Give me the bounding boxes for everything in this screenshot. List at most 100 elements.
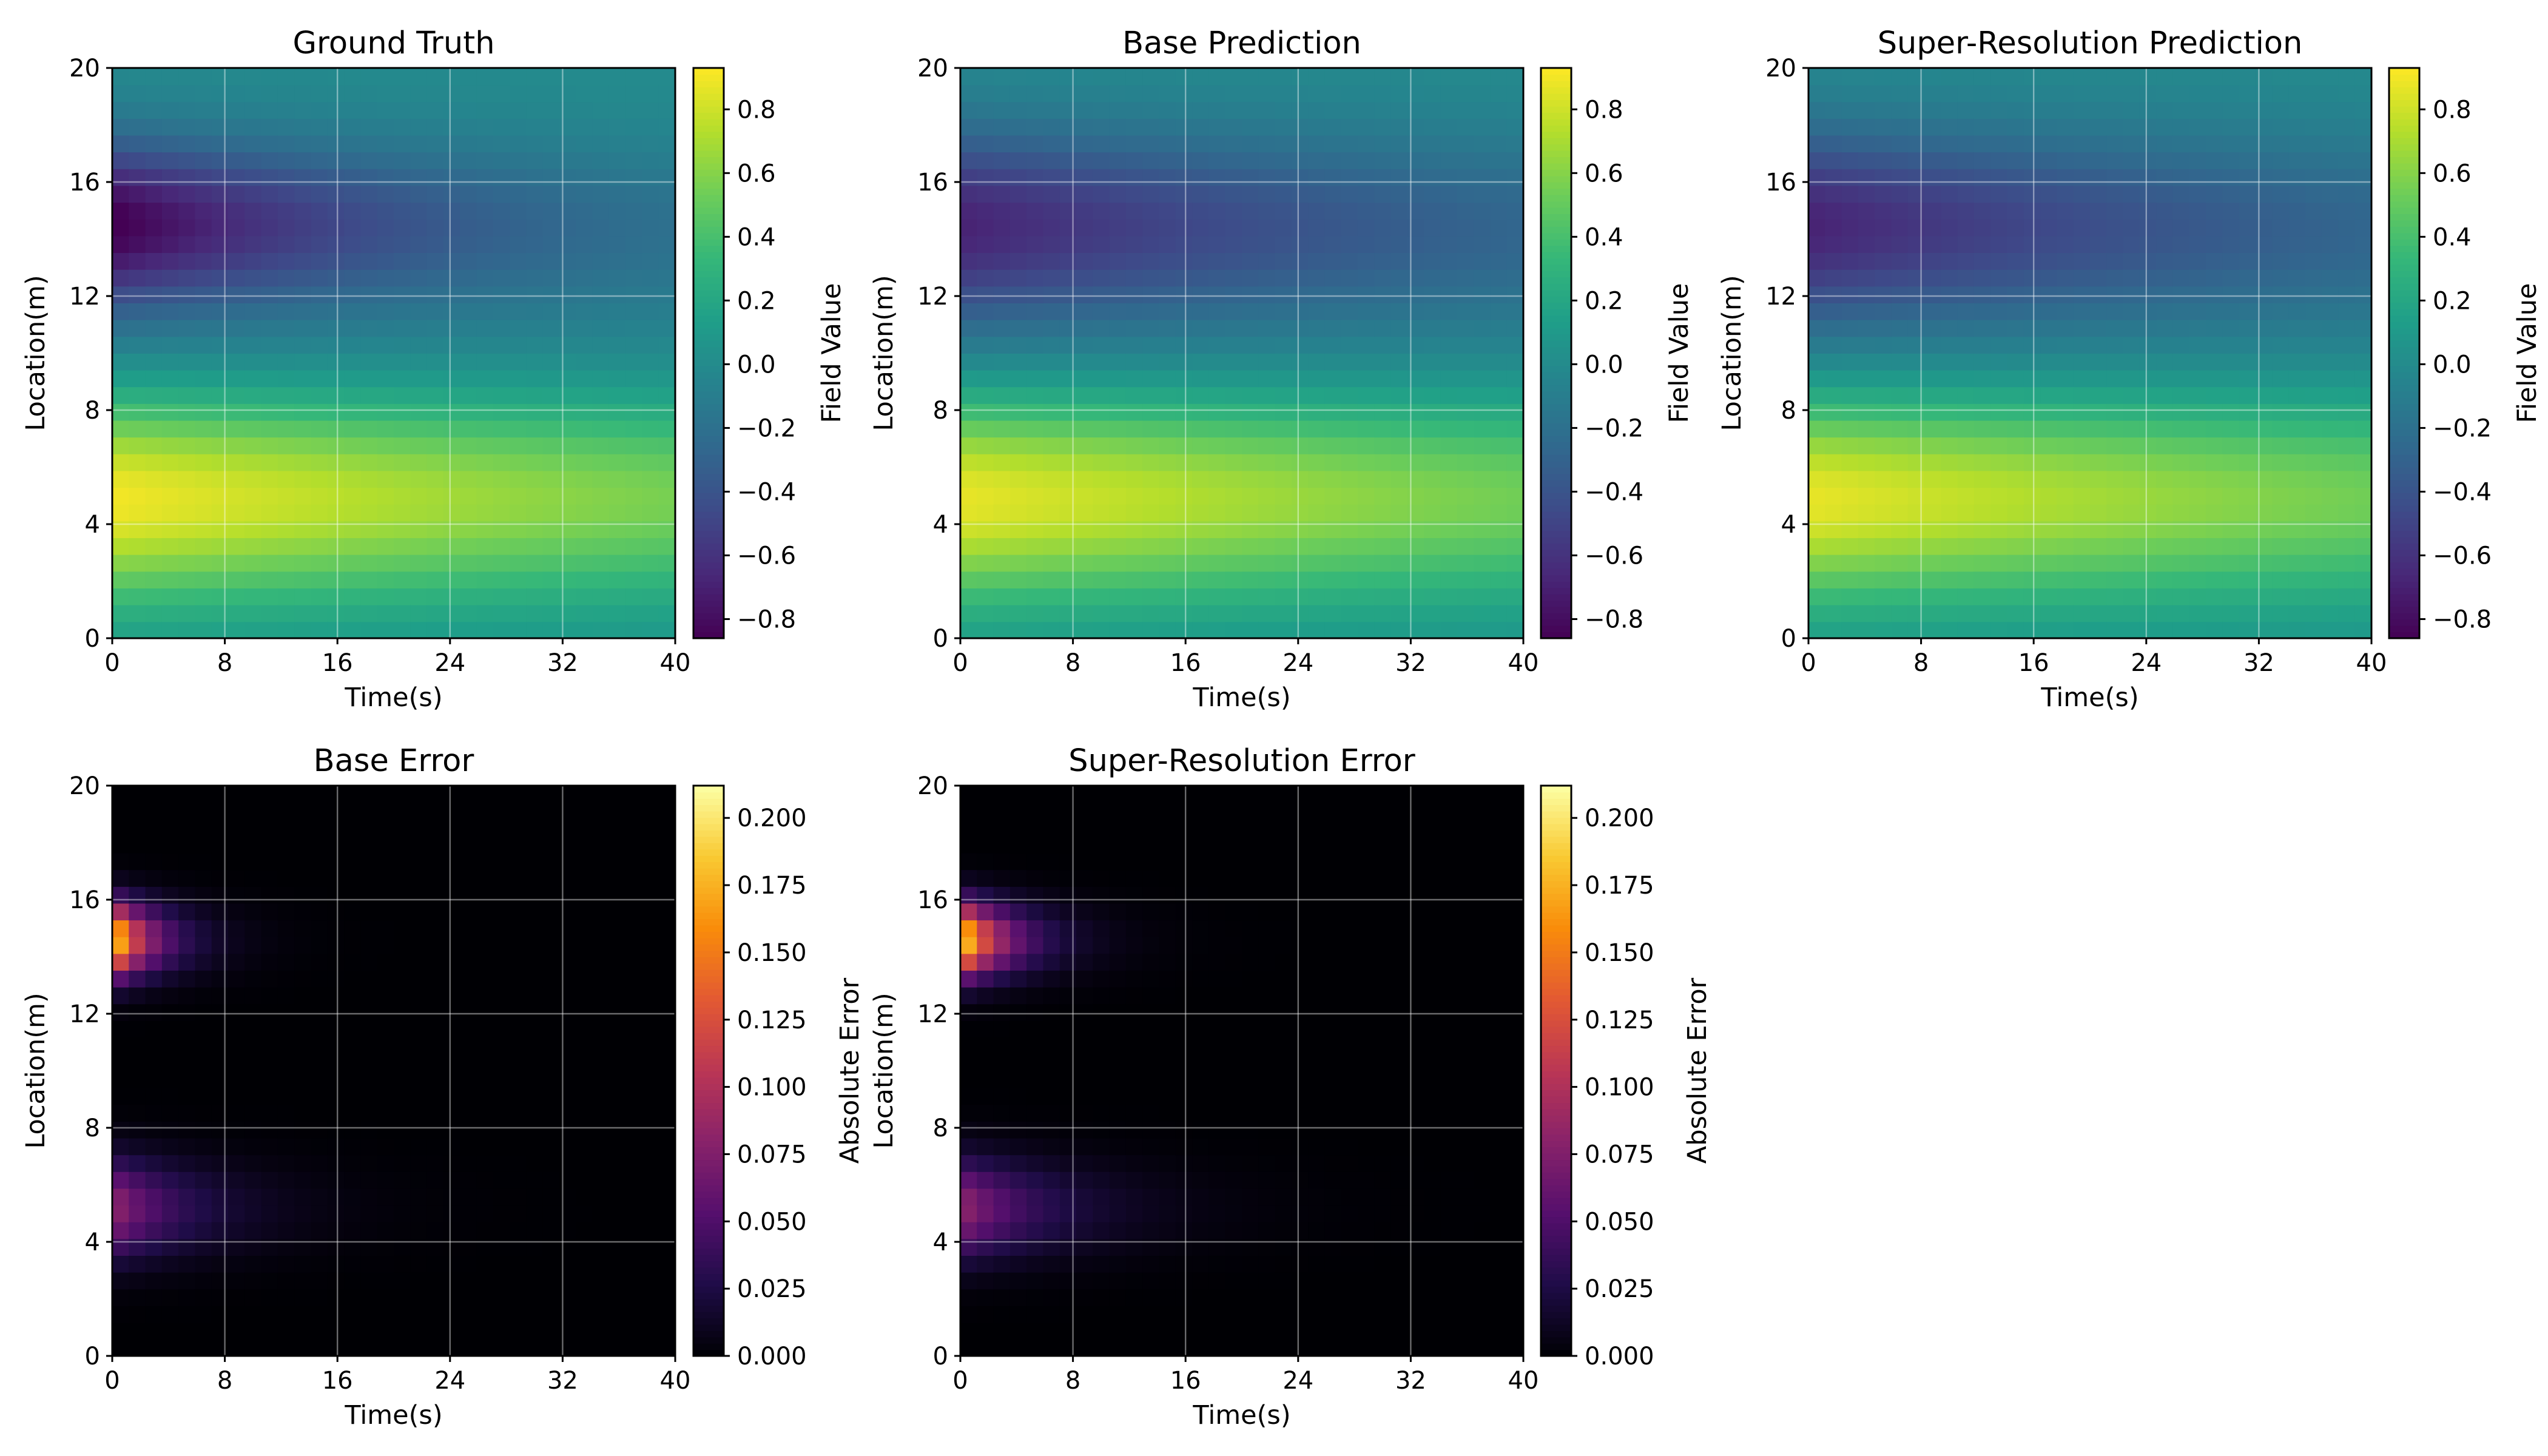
heatmap-cell [2272, 353, 2290, 371]
heatmap-cell [576, 319, 593, 337]
y-tick-label: 12 [69, 283, 100, 311]
heatmap-cell [244, 1121, 262, 1139]
heatmap-cell [443, 101, 461, 119]
colorbar-segment [2389, 378, 2419, 386]
heatmap-cell [476, 1188, 494, 1206]
heatmap-cell [460, 1104, 477, 1122]
heatmap-cell [360, 802, 378, 820]
heatmap-cell [476, 554, 494, 572]
colorbar-segment [2389, 613, 2419, 620]
heatmap-cell [576, 588, 593, 605]
heatmap-cell [2073, 369, 2091, 388]
colorbar-segment [2389, 334, 2419, 341]
heatmap-cell [493, 336, 510, 354]
heatmap-cell [277, 68, 295, 86]
heatmap-cell [1407, 235, 1425, 254]
heatmap-cell [1457, 135, 1475, 153]
heatmap-cell [1957, 135, 1975, 153]
heatmap-cell [526, 185, 544, 203]
heatmap-cell [1142, 84, 1160, 103]
heatmap-cell [2272, 621, 2290, 639]
heatmap-cell [2305, 504, 2323, 522]
heatmap-cell [460, 819, 477, 837]
heatmap-cell [145, 470, 163, 488]
heatmap-cell [460, 202, 477, 220]
heatmap-cell [344, 1221, 362, 1239]
heatmap-cell [526, 1289, 544, 1306]
heatmap-cell [1973, 202, 1992, 220]
heatmap-cell [2222, 252, 2240, 270]
colorbar-segment [693, 315, 724, 322]
heatmap-cell [1457, 235, 1475, 254]
heatmap-cell [460, 185, 477, 203]
heatmap-cell [1043, 386, 1060, 404]
heatmap-cell [311, 1205, 328, 1222]
heatmap-cell [608, 1087, 627, 1105]
heatmap-cell [1142, 453, 1160, 471]
heatmap-cell [510, 554, 527, 572]
heatmap-cell [145, 1238, 163, 1256]
heatmap-cell [1457, 168, 1475, 186]
heatmap-cell [2189, 403, 2206, 421]
heatmap-cell [195, 403, 212, 421]
heatmap-cell [1390, 185, 1408, 203]
heatmap-cell [2222, 453, 2240, 471]
heatmap-cell [2057, 437, 2074, 454]
heatmap-cell [1009, 521, 1028, 539]
heatmap-cell [394, 68, 411, 86]
heatmap-cell [625, 168, 643, 186]
heatmap-cell [2106, 68, 2124, 86]
heatmap-cell [294, 1221, 312, 1239]
x-tick-label: 24 [1282, 649, 1313, 677]
heatmap-cell [377, 1104, 394, 1122]
heatmap-cell [1192, 235, 1210, 254]
heatmap-cell [377, 353, 394, 371]
heatmap-cell [145, 869, 163, 887]
heatmap-cell [1875, 319, 1892, 337]
heatmap-cell [294, 852, 312, 871]
heatmap-cell [510, 386, 527, 404]
heatmap-cell [377, 218, 394, 237]
heatmap-cell [1924, 437, 1942, 454]
heatmap-cell [2172, 487, 2190, 505]
heatmap-cell [2172, 621, 2190, 639]
heatmap-cell [195, 168, 212, 186]
heatmap-cell [542, 903, 560, 921]
heatmap-cell [443, 336, 461, 354]
colorbar-segment [2389, 226, 2419, 234]
heatmap-cell [2272, 152, 2290, 169]
heatmap-cell [426, 1037, 444, 1055]
heatmap-cell [625, 1306, 643, 1323]
heatmap-cell [1142, 369, 1160, 388]
heatmap-cell [2354, 319, 2372, 337]
heatmap-cell [1424, 453, 1441, 471]
heatmap-cell [294, 403, 312, 421]
heatmap-cell [1242, 135, 1259, 153]
colorbar-segment [1541, 486, 1571, 493]
heatmap-cell [394, 504, 411, 522]
heatmap-cell [460, 420, 477, 438]
heatmap-cell [1808, 504, 1826, 522]
heatmap-cell [1225, 185, 1242, 203]
heatmap-cell [178, 1138, 196, 1156]
heatmap-cell [211, 453, 229, 471]
heatmap-cell [2023, 118, 2041, 136]
heatmap-cell [344, 953, 362, 971]
heatmap-cell [592, 819, 610, 837]
heatmap-cell [1875, 386, 1892, 404]
heatmap-cell [145, 386, 163, 404]
heatmap-cell [1973, 453, 1992, 471]
heatmap-cell [443, 218, 461, 237]
heatmap-cell [178, 68, 196, 86]
heatmap-cell [443, 1272, 461, 1290]
heatmap-cell [510, 986, 527, 1005]
heatmap-cell [1440, 403, 1458, 421]
heatmap-cell [608, 571, 627, 588]
heatmap-cell [2272, 538, 2290, 555]
heatmap-cell [344, 1171, 362, 1189]
heatmap-cell [112, 185, 130, 203]
heatmap-cell [1258, 554, 1276, 572]
heatmap-cell [211, 835, 229, 854]
heatmap-cell [1474, 319, 1491, 337]
